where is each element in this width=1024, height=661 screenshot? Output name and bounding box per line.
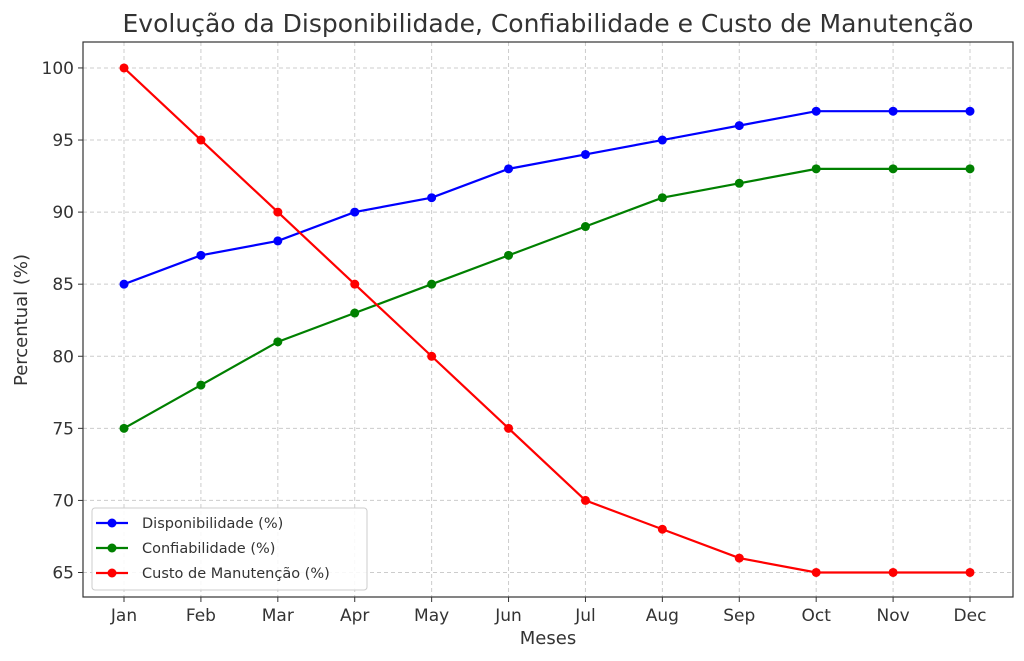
legend-marker <box>107 568 117 578</box>
data-point <box>504 250 514 260</box>
series-line <box>123 67 970 574</box>
data-point <box>196 135 206 145</box>
data-point <box>580 495 590 505</box>
y-tick-label: 85 <box>52 275 74 295</box>
legend-marker <box>107 518 117 528</box>
y-tick-label: 75 <box>52 419 74 439</box>
x-tick-label: Jan <box>110 606 137 626</box>
data-point <box>196 380 206 390</box>
plot-frame <box>82 41 1014 598</box>
y-tick-label: 100 <box>42 59 74 79</box>
data-point <box>811 567 821 577</box>
series-group <box>119 63 975 577</box>
data-point <box>811 164 821 174</box>
series-line <box>123 110 970 286</box>
data-point <box>504 423 514 433</box>
data-point <box>427 279 437 289</box>
series-line <box>123 167 970 430</box>
data-point <box>734 178 744 188</box>
legend-label: Disponibilidade (%) <box>142 516 283 532</box>
data-point <box>888 106 898 116</box>
x-tick-label: Dec <box>954 606 987 626</box>
data-point <box>119 63 129 73</box>
data-point <box>965 164 975 174</box>
x-tick-label: Oct <box>801 606 831 626</box>
data-point <box>965 106 975 116</box>
data-point <box>657 193 667 203</box>
x-tick-label: Sep <box>723 606 755 626</box>
legend-marker <box>107 543 117 553</box>
ticks: Jan Feb Mar Apr May Jun Jul Aug Sep Oct Nov Dec 65 70… <box>42 59 987 626</box>
y-tick-label: 65 <box>52 563 74 583</box>
x-axis-label: Meses <box>520 628 576 649</box>
x-tick-label: Nov <box>876 606 909 626</box>
data-point <box>427 351 437 361</box>
y-tick-label: 70 <box>52 491 74 511</box>
data-point <box>657 135 667 145</box>
data-point <box>734 553 744 563</box>
y-tick-label: 95 <box>52 131 74 151</box>
data-point <box>888 567 898 577</box>
data-point <box>273 236 283 246</box>
data-point <box>273 337 283 347</box>
data-point <box>273 207 283 217</box>
legend-label: Custo de Manutenção (%) <box>142 566 330 582</box>
x-tick-label: Mar <box>262 606 294 626</box>
y-axis-label: Percentual (%) <box>11 254 32 386</box>
x-tick-label: May <box>414 606 449 626</box>
data-point <box>350 279 360 289</box>
chart-title: Evolução da Disponibilidade, Confiabilid… <box>123 9 974 38</box>
x-tick-label: Jun <box>494 606 522 626</box>
data-point <box>119 423 129 433</box>
x-tick-label: Aug <box>646 606 679 626</box>
data-point <box>350 308 360 318</box>
y-tick-label: 90 <box>52 203 74 223</box>
data-point <box>657 524 667 534</box>
data-point <box>427 193 437 203</box>
legend-label: Confiabilidade (%) <box>142 541 275 557</box>
legend: Disponibilidade (%) Confiabilidade (%) Cus… <box>91 507 368 591</box>
data-point <box>734 121 744 131</box>
x-tick-label: Apr <box>340 606 369 626</box>
x-tick-label: Jul <box>574 606 596 626</box>
data-point <box>580 222 590 232</box>
data-point <box>811 106 821 116</box>
data-point <box>119 279 129 289</box>
data-point <box>350 207 360 217</box>
y-tick-label: 80 <box>52 347 74 367</box>
x-tick-label: Feb <box>186 606 216 626</box>
legend-box <box>91 507 368 591</box>
data-point <box>888 164 898 174</box>
data-point <box>965 567 975 577</box>
data-point <box>196 250 206 260</box>
data-point <box>580 149 590 159</box>
data-point <box>504 164 514 174</box>
